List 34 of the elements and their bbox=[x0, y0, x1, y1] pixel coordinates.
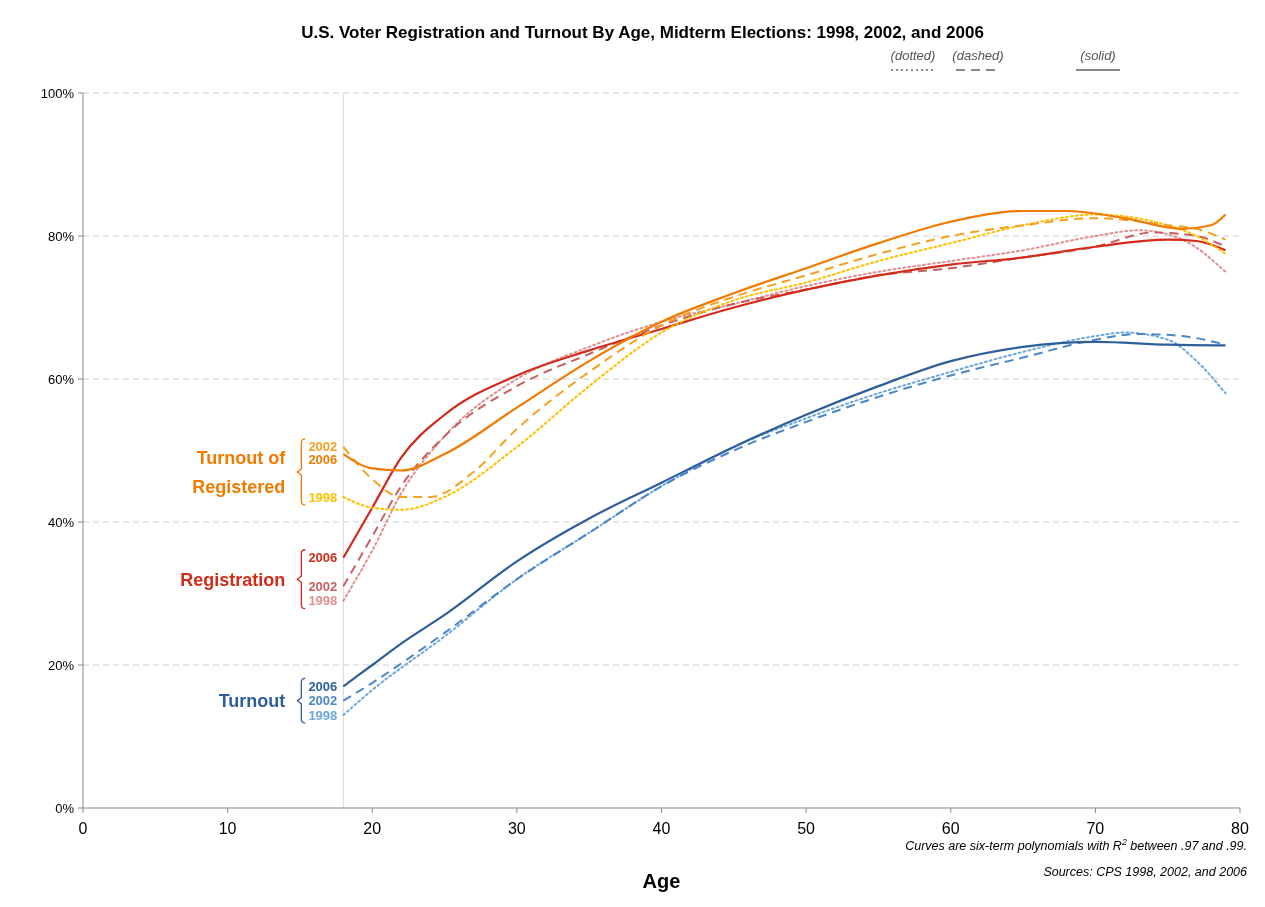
y-tick-label: 20% bbox=[47, 657, 75, 673]
series-label: 2002 bbox=[308, 693, 338, 709]
x-axis-title: Age bbox=[642, 870, 681, 892]
x-tick-label: 80 bbox=[1231, 820, 1249, 837]
y-tick-label: 0% bbox=[55, 800, 75, 816]
chart-title: U.S. Voter Registration and Turnout By Age, Midterm Elections: 1998, 2002, and 2006 bbox=[301, 23, 984, 42]
series-label: 2006 bbox=[308, 452, 338, 468]
x-tick-label: 50 bbox=[797, 820, 816, 837]
series-label: 2002 bbox=[308, 578, 338, 594]
series-label: 2002 bbox=[308, 439, 338, 455]
y-tick-label: 60% bbox=[47, 371, 75, 387]
x-tick-label: 60 bbox=[941, 820, 960, 837]
x-tick-label: 30 bbox=[507, 820, 526, 837]
text: (dashed) bbox=[952, 48, 1004, 63]
x-tick-label: 10 bbox=[218, 820, 237, 837]
y-tick-label: 80% bbox=[47, 228, 75, 244]
series-label: 1998 bbox=[308, 707, 338, 723]
x-tick-label: 70 bbox=[1086, 820, 1105, 837]
y-tick-label: 100% bbox=[40, 85, 75, 101]
text: (dotted) bbox=[890, 48, 936, 63]
series-label: 2006 bbox=[308, 679, 338, 694]
annotation: Turnout bbox=[218, 691, 286, 712]
annotation: Registration bbox=[180, 569, 286, 590]
x-tick-label: 40 bbox=[652, 820, 671, 837]
y-tick-label: 40% bbox=[47, 514, 75, 530]
series-label: 2006 bbox=[308, 550, 338, 566]
series-label: 1998 bbox=[308, 489, 338, 505]
text: Curves are six-term polynomials with R$^{2}$ between .97 and .99. bbox=[905, 837, 1247, 853]
source-note: Sources: CPS 1998, 2002, and 2006 bbox=[1043, 865, 1248, 879]
series-label: 1998 bbox=[308, 593, 338, 609]
text: (solid) bbox=[1080, 48, 1116, 63]
x-tick-label: 20 bbox=[363, 820, 382, 837]
annotation: Turnout of Registered bbox=[192, 448, 287, 498]
x-tick-label: 0 bbox=[78, 820, 88, 837]
